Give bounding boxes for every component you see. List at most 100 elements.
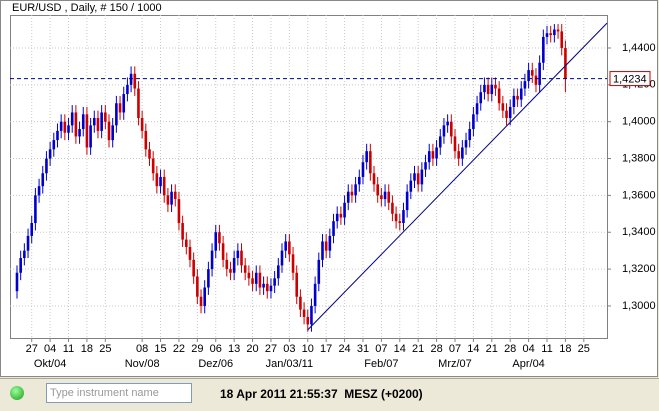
candle-body <box>438 136 442 148</box>
x-tick-label: 10 <box>302 343 314 355</box>
candle-body <box>203 287 207 306</box>
candle-body <box>295 272 299 297</box>
candle-body <box>420 169 424 185</box>
x-tick-label: 07 <box>449 343 461 355</box>
candle-body <box>48 149 52 159</box>
x-tick-label: 06 <box>210 343 222 355</box>
y-tick-label: 1,3600 <box>622 189 656 201</box>
x-tick-label: 11 <box>63 343 74 355</box>
candle-body <box>483 84 486 93</box>
candle-body <box>37 186 41 196</box>
x-tick-label: 24 <box>338 343 350 355</box>
candle-body <box>258 272 262 288</box>
candle-body <box>81 114 85 130</box>
candle-body <box>361 162 365 177</box>
candle-body <box>277 265 280 279</box>
x-tick-label: 17 <box>320 343 332 355</box>
candle-body <box>111 125 114 141</box>
candle-body <box>229 269 232 273</box>
candle-body <box>372 173 376 185</box>
candle-body <box>501 103 505 111</box>
candle-body <box>284 241 287 251</box>
candle-body <box>170 191 173 205</box>
candle-body <box>472 114 475 130</box>
candle-body <box>453 136 457 152</box>
candle-body <box>313 283 317 306</box>
candle-body <box>519 88 523 100</box>
candle-body <box>534 75 538 85</box>
x-month-label: Mrz/07 <box>438 358 472 370</box>
candle-body <box>405 191 409 211</box>
candle-body <box>391 202 394 214</box>
y-tick-label: 1,4400 <box>622 42 656 54</box>
x-month-label: Apr/04 <box>512 358 544 370</box>
x-tick-label: 25 <box>578 343 590 355</box>
x-tick-label: 20 <box>246 343 258 355</box>
clock: 18 Apr 2011 21:55:37 MESZ (+0200) <box>220 387 423 401</box>
candle-body <box>505 110 508 118</box>
candle-body <box>486 84 490 95</box>
candle-body <box>144 130 148 150</box>
candle-body <box>508 106 512 118</box>
x-tick-label: 14 <box>394 343 406 355</box>
candle-body <box>494 84 497 89</box>
candle-body <box>516 95 519 100</box>
candle-body <box>350 191 354 196</box>
candle-body <box>225 259 229 270</box>
candle-body <box>273 278 276 286</box>
candle-body <box>155 173 159 187</box>
x-tick-label: 04 <box>44 343 56 355</box>
candle-body <box>214 232 218 251</box>
candle-body <box>435 147 438 159</box>
x-tick-label: 27 <box>26 343 38 355</box>
candle-body <box>41 173 45 187</box>
candle-body <box>556 29 560 32</box>
x-month-label: Feb/07 <box>364 358 398 370</box>
candle-body <box>15 272 19 292</box>
candle-body <box>497 88 501 104</box>
candle-body <box>545 33 549 37</box>
candle-body <box>70 112 74 126</box>
candle-body <box>67 125 70 133</box>
candle-body <box>173 191 177 200</box>
x-tick-label: 03 <box>283 343 295 355</box>
candle-body <box>56 130 59 141</box>
candle-body <box>192 259 195 277</box>
candle-body <box>52 140 56 150</box>
candle-body <box>85 114 89 148</box>
candle-body <box>148 149 151 159</box>
candle-body <box>126 84 129 95</box>
candle-body <box>177 199 181 224</box>
candle-body <box>427 151 431 163</box>
x-month-label: Okt/04 <box>34 358 66 370</box>
candle-body <box>431 151 435 159</box>
candle-body <box>243 265 247 273</box>
candle-body <box>34 195 37 224</box>
candle-body <box>490 84 494 95</box>
connection-icon <box>10 386 24 400</box>
candle-body <box>254 272 258 284</box>
candle-body <box>188 246 192 260</box>
candle-body <box>394 213 398 222</box>
candle-body <box>151 158 155 174</box>
candle-body <box>137 88 140 118</box>
candle-body <box>92 117 96 126</box>
x-tick-label: 25 <box>99 343 111 355</box>
instrument-search[interactable]: Type instrument name <box>46 383 192 403</box>
candle-body <box>240 250 243 266</box>
y-tick-label: 1,3200 <box>622 263 656 275</box>
candle-body <box>328 235 332 251</box>
candle-body <box>26 235 30 251</box>
x-tick-label: 31 <box>357 343 369 355</box>
x-tick-label: 13 <box>228 343 240 355</box>
candle-body <box>409 180 413 192</box>
candle-body <box>343 202 346 218</box>
candle-body <box>140 117 144 131</box>
candle-body <box>310 305 313 325</box>
candle-body <box>218 232 221 244</box>
candle-body <box>89 125 92 148</box>
candle-body <box>523 81 527 89</box>
x-month-label: Nov/08 <box>125 358 160 370</box>
candle-body <box>133 73 137 89</box>
plot-area <box>10 15 608 339</box>
